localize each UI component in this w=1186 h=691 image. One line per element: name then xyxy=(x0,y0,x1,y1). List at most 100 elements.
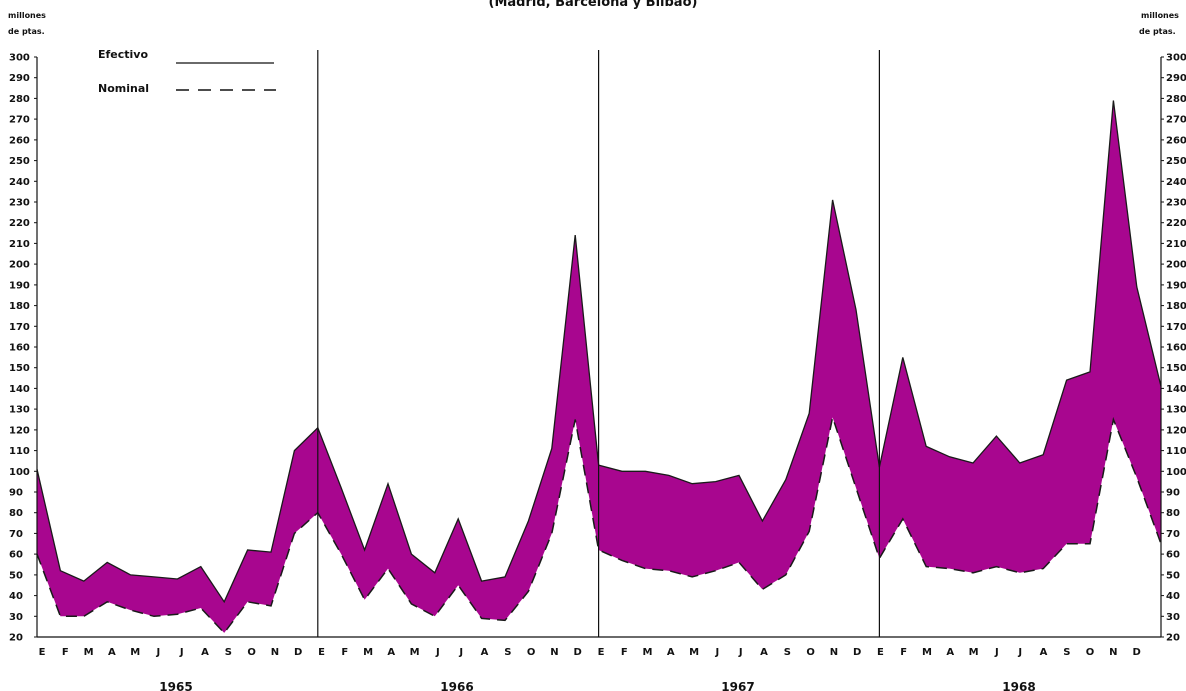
y-tick-label-left: 290 xyxy=(9,73,30,84)
y-tick-label-left: 90 xyxy=(9,488,23,499)
y-tick-label-left: 20 xyxy=(9,633,23,644)
y-tick-label-right: 50 xyxy=(1166,570,1180,581)
year-label: 1967 xyxy=(721,680,754,691)
month-label: M xyxy=(643,647,653,658)
y-axis-right-unit-line1: millones xyxy=(1141,11,1179,20)
y-tick-label-right: 60 xyxy=(1166,550,1180,561)
month-label: F xyxy=(341,647,348,658)
month-label: J xyxy=(1017,647,1022,658)
y-tick-label-left: 280 xyxy=(9,94,30,105)
y-tick-label-right: 290 xyxy=(1166,73,1186,84)
y-tick-label-right: 180 xyxy=(1166,301,1186,312)
x-axis-year-labels: 1965 1966 1967 1968 xyxy=(159,680,1035,691)
y-tick-label-left: 50 xyxy=(9,570,23,581)
y-tick-label-right: 160 xyxy=(1166,343,1186,354)
month-label: F xyxy=(621,647,628,658)
month-label: E xyxy=(598,647,605,658)
y-tick-label-right: 190 xyxy=(1166,280,1186,291)
month-label: J xyxy=(435,647,440,658)
y-tick-label-right: 230 xyxy=(1166,198,1186,209)
y-tick-label-left: 170 xyxy=(9,322,30,333)
y-tick-label-left: 220 xyxy=(9,218,30,229)
month-label: S xyxy=(1063,647,1070,658)
month-label: M xyxy=(363,647,373,658)
y-tick-label-right: 30 xyxy=(1166,612,1180,623)
y-tick-label-left: 110 xyxy=(9,446,30,457)
month-label: D xyxy=(1132,647,1140,658)
month-label: D xyxy=(853,647,861,658)
y-tick-label-left: 160 xyxy=(9,343,30,354)
y-tick-label-left: 190 xyxy=(9,280,30,291)
month-label: N xyxy=(271,647,279,658)
y-tick-label-left: 180 xyxy=(9,301,30,312)
month-label: S xyxy=(225,647,232,658)
y-tick-label-left: 240 xyxy=(9,177,30,188)
month-label: M xyxy=(922,647,932,658)
y-tick-label-right: 80 xyxy=(1166,508,1180,519)
month-label: J xyxy=(179,647,184,658)
month-label: O xyxy=(806,647,815,658)
month-label: F xyxy=(900,647,907,658)
y-tick-label-right: 260 xyxy=(1166,135,1186,146)
y-tick-label-left: 60 xyxy=(9,550,23,561)
chart-subtitle: (Madrid, Barcelona y Bilbao) xyxy=(489,0,698,10)
month-label: A xyxy=(1040,647,1048,658)
month-label: E xyxy=(318,647,325,658)
y-tick-label-right: 240 xyxy=(1166,177,1186,188)
y-tick-label-left: 250 xyxy=(9,156,30,167)
y-axis-right-unit-line2: de ptas. xyxy=(1139,27,1176,36)
y-tick-label-left: 40 xyxy=(9,591,23,602)
month-label: A xyxy=(387,647,395,658)
month-label: M xyxy=(130,647,140,658)
y-axis-right-ticks: 20 30 40 50 60 70 80 90 100 110 120 130 140 150 160 170… xyxy=(1161,53,1186,644)
y-axis-left-unit-line1: millones xyxy=(8,11,46,20)
year-label: 1966 xyxy=(440,680,473,691)
y-tick-label-right: 40 xyxy=(1166,591,1180,602)
y-tick-label-left: 270 xyxy=(9,115,30,126)
month-label: E xyxy=(877,647,884,658)
y-tick-label-left: 70 xyxy=(9,529,23,540)
legend-label-nominal: Nominal xyxy=(98,82,149,95)
month-label: E xyxy=(39,647,46,658)
month-label: O xyxy=(1086,647,1095,658)
y-tick-label-left: 210 xyxy=(9,239,30,250)
y-tick-label-right: 70 xyxy=(1166,529,1180,540)
series-line-nominal xyxy=(36,414,1162,635)
y-tick-label-right: 110 xyxy=(1166,446,1186,457)
month-label: J xyxy=(458,647,463,658)
month-label: N xyxy=(1109,647,1117,658)
y-tick-label-right: 150 xyxy=(1166,363,1186,374)
y-tick-label-left: 100 xyxy=(9,467,30,478)
y-tick-label-left: 140 xyxy=(9,384,30,395)
month-label: F xyxy=(62,647,69,658)
y-tick-label-right: 270 xyxy=(1166,115,1186,126)
y-tick-label-left: 150 xyxy=(9,363,30,374)
y-tick-label-left: 130 xyxy=(9,405,30,416)
y-axis-left-unit-line2: de ptas. xyxy=(8,27,45,36)
y-tick-label-right: 20 xyxy=(1166,633,1180,644)
y-tick-label-left: 200 xyxy=(9,260,30,271)
month-label: D xyxy=(294,647,302,658)
y-tick-label-left: 300 xyxy=(9,53,30,64)
y-tick-label-left: 230 xyxy=(9,198,30,209)
year-label: 1965 xyxy=(159,680,192,691)
y-tick-label-right: 200 xyxy=(1166,260,1186,271)
month-label: M xyxy=(969,647,979,658)
y-tick-label-right: 220 xyxy=(1166,218,1186,229)
month-label: M xyxy=(410,647,420,658)
y-tick-label-right: 100 xyxy=(1166,467,1186,478)
month-label: A xyxy=(946,647,954,658)
month-label: J xyxy=(994,647,999,658)
legend: Efectivo Nominal xyxy=(98,48,276,95)
y-tick-label-right: 140 xyxy=(1166,384,1186,395)
month-label: A xyxy=(760,647,768,658)
month-label: N xyxy=(830,647,838,658)
year-label: 1968 xyxy=(1002,680,1035,691)
month-label: M xyxy=(84,647,94,658)
y-tick-label-left: 80 xyxy=(9,508,23,519)
y-tick-label-right: 170 xyxy=(1166,322,1186,333)
y-tick-label-right: 120 xyxy=(1166,425,1186,436)
month-label: A xyxy=(108,647,116,658)
y-tick-label-right: 90 xyxy=(1166,488,1180,499)
